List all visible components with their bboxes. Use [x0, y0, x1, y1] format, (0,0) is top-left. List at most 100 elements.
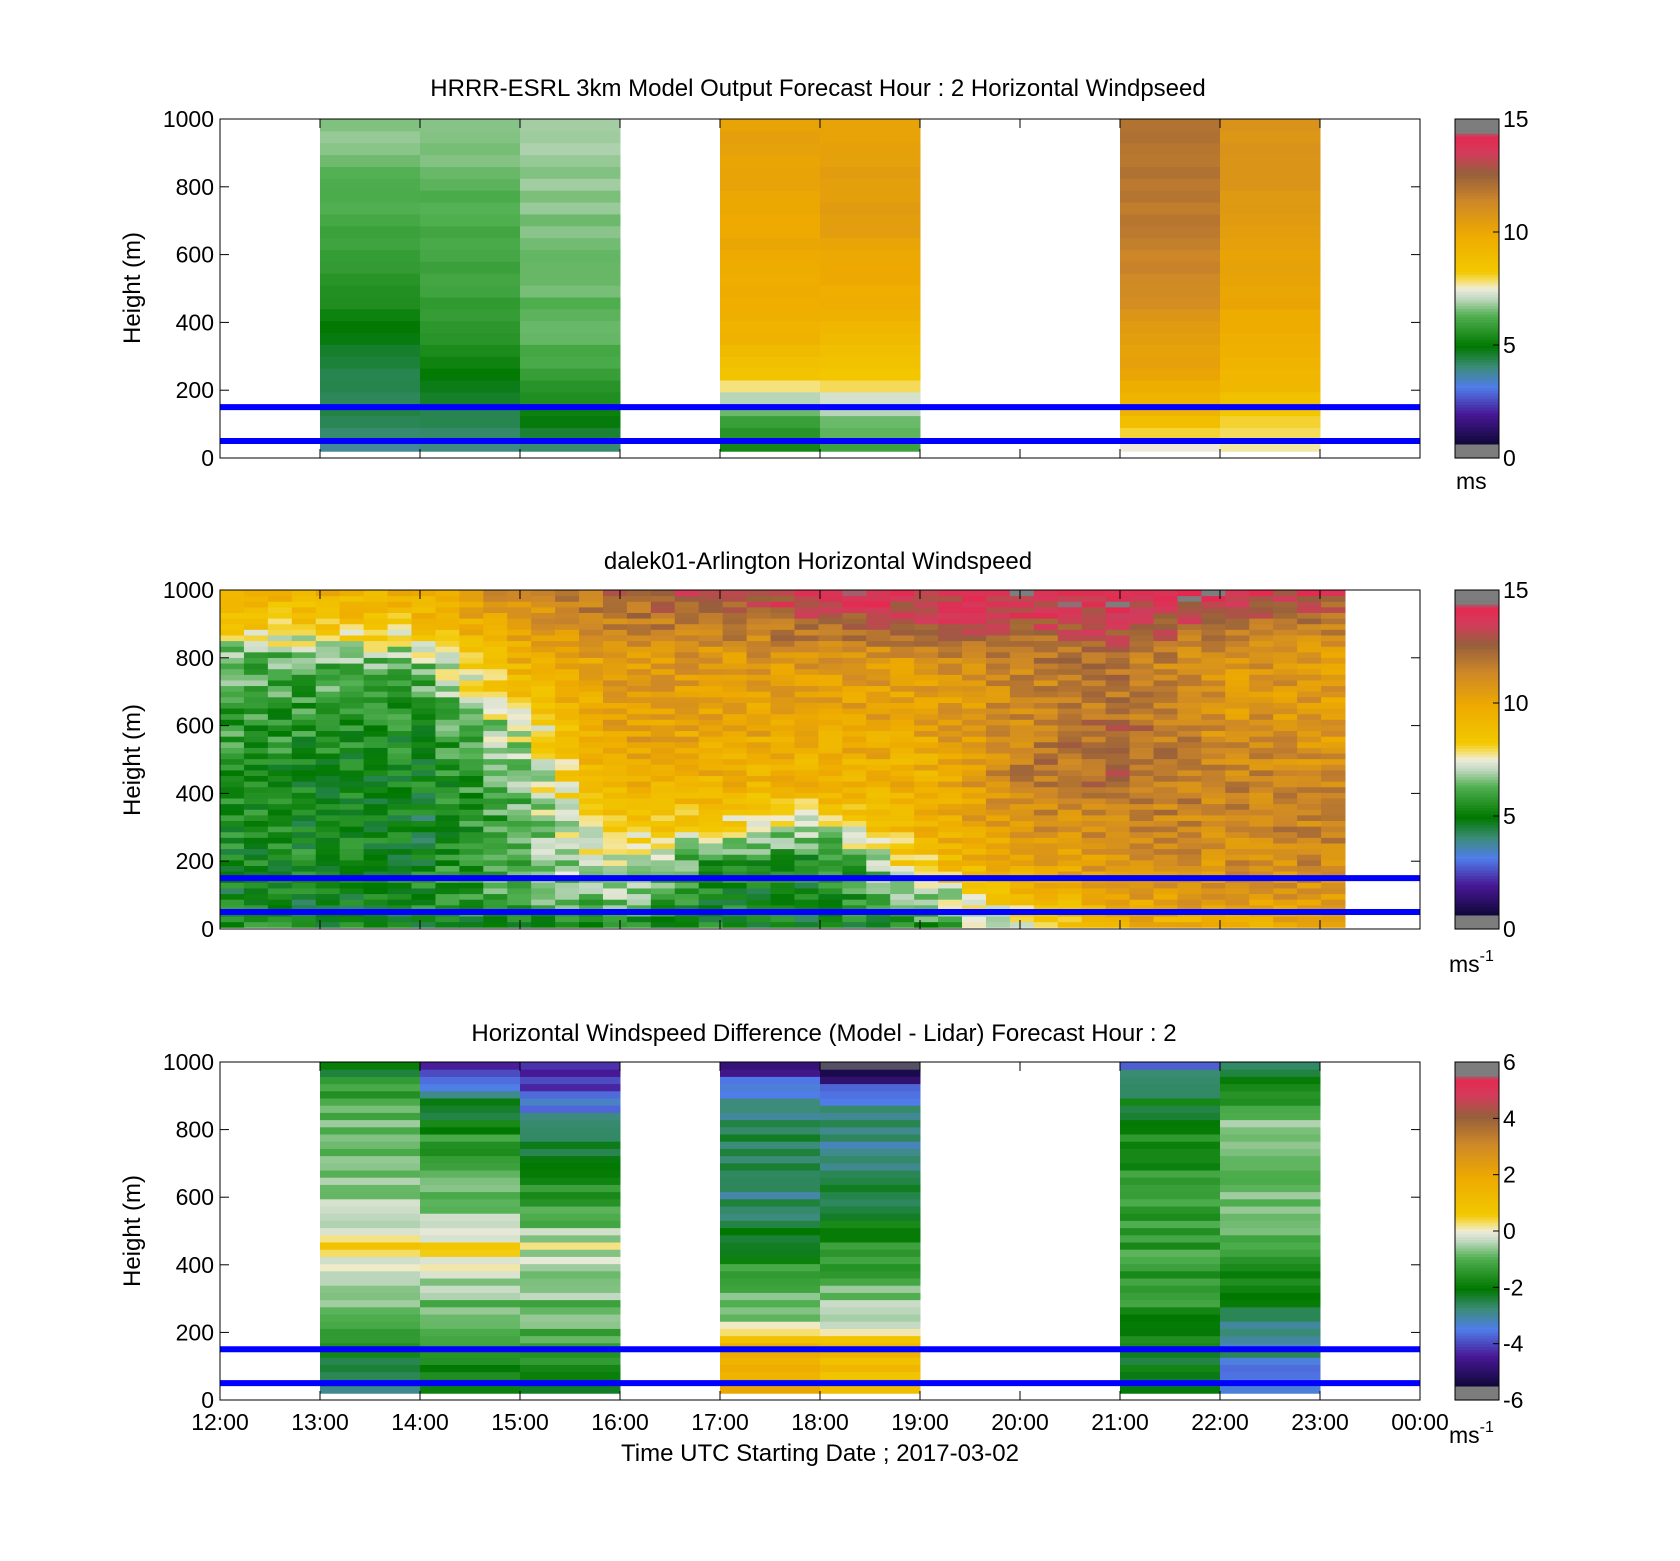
heatmap-cell — [531, 831, 556, 838]
heatmap-cell — [1120, 213, 1221, 227]
heatmap-cell — [1273, 618, 1298, 625]
heatmap-cell — [579, 612, 604, 619]
heatmap-cell — [320, 1098, 421, 1106]
heatmap-cell — [1057, 798, 1083, 805]
heatmap-cell — [411, 865, 436, 872]
heatmap-cell — [1249, 674, 1274, 681]
heatmap-cell — [1153, 921, 1178, 928]
heatmap-cell — [339, 646, 365, 653]
heatmap-cell — [531, 904, 556, 911]
heatmap-cell — [1201, 612, 1226, 619]
heatmap-cell — [320, 1148, 421, 1157]
heatmap-cell — [698, 623, 724, 630]
heatmap-cell — [1129, 899, 1155, 906]
heatmap-cell — [387, 781, 412, 788]
heatmap-cell — [363, 685, 389, 692]
heatmap-cell — [1153, 803, 1178, 810]
heatmap-cell — [243, 786, 269, 793]
heatmap-cell — [938, 713, 963, 720]
heatmap-cell — [483, 769, 508, 777]
heatmap-cell — [435, 651, 460, 658]
heatmap-cell — [962, 685, 987, 692]
heatmap-cell — [507, 730, 532, 737]
heatmap-cell — [320, 1062, 421, 1070]
heatmap-cell — [722, 803, 748, 810]
heatmap-cell — [1321, 769, 1346, 777]
heatmap-cell — [507, 634, 532, 642]
heatmap-cell — [698, 859, 724, 866]
heatmap-cell — [1105, 646, 1131, 653]
heatmap-cell — [938, 775, 963, 782]
heatmap-cell — [842, 893, 867, 900]
heatmap-cell — [626, 629, 652, 636]
heatmap-cell — [1129, 831, 1155, 838]
heatmap-cell — [291, 831, 317, 838]
heatmap-cell — [320, 249, 421, 262]
heatmap-cell — [555, 803, 580, 810]
heatmap-cell — [1009, 893, 1035, 900]
heatmap-cell — [411, 736, 436, 743]
heatmap-cell — [420, 1314, 521, 1322]
colorbar-segment — [1455, 1236, 1499, 1241]
heatmap-cell — [363, 921, 389, 928]
heatmap-cell — [985, 826, 1011, 833]
heatmap-cell — [794, 786, 819, 793]
heatmap-cell — [602, 747, 628, 754]
heatmap-cell — [420, 1083, 521, 1092]
heatmap-cell — [507, 775, 532, 782]
heatmap-cell — [243, 899, 269, 906]
heatmap-cell — [291, 730, 317, 737]
heatmap-cell — [698, 798, 724, 805]
heatmap-cell — [1273, 842, 1298, 850]
heatmap-cell — [1057, 831, 1083, 838]
heatmap-cell — [842, 769, 867, 777]
heatmap-cell — [818, 634, 843, 642]
heatmap-cell — [579, 798, 604, 805]
colorbar-segment — [1455, 212, 1499, 216]
heatmap-cell — [220, 747, 245, 754]
heatmap-cell — [387, 696, 412, 703]
heatmap-cell — [531, 724, 556, 732]
heatmap-cell — [818, 702, 843, 709]
heatmap-cell — [507, 708, 532, 715]
heatmap-cell — [818, 764, 843, 771]
heatmap-cell — [890, 629, 915, 636]
heatmap-cell — [507, 606, 532, 613]
heatmap-cell — [435, 854, 460, 861]
heatmap-cell — [363, 753, 389, 760]
heatmap-cell — [842, 764, 867, 771]
heatmap-cell — [794, 814, 819, 821]
heatmap-cell — [1120, 427, 1221, 440]
heatmap-cell — [1321, 657, 1346, 664]
heatmap-cell — [1081, 753, 1107, 760]
heatmap-cell — [220, 713, 245, 720]
heatmap-cell — [387, 798, 412, 805]
heatmap-cell — [363, 887, 389, 895]
heatmap-cell — [820, 1155, 921, 1164]
heatmap-cell — [339, 769, 365, 777]
heatmap-cell — [459, 657, 484, 664]
heatmap-cell — [1177, 753, 1202, 760]
heatmap-cell — [820, 1112, 921, 1121]
heatmap-cell — [579, 724, 604, 732]
heatmap-cell — [1297, 854, 1322, 861]
heatmap-cell — [1120, 1105, 1221, 1113]
heatmap-cell — [602, 730, 628, 737]
heatmap-cell — [985, 758, 1011, 765]
colorbar-segment — [1455, 1205, 1499, 1210]
colorbar-segment — [1455, 1239, 1499, 1243]
heatmap-cell — [1081, 809, 1107, 816]
heatmap-cell — [1120, 320, 1221, 334]
heatmap-cell — [890, 842, 915, 850]
heatmap-cell — [320, 356, 421, 369]
colorbar-segment — [1455, 736, 1499, 741]
heatmap-cell — [890, 736, 915, 743]
heatmap-cell — [866, 724, 891, 732]
colorbar-segment — [1455, 708, 1499, 713]
heatmap-cell — [420, 1285, 521, 1293]
heatmap-cell — [411, 651, 436, 658]
heatmap-cell — [938, 893, 963, 900]
colorbar-segment — [1455, 680, 1499, 684]
heatmap-cell — [626, 921, 652, 928]
heatmap-cell — [890, 809, 915, 816]
